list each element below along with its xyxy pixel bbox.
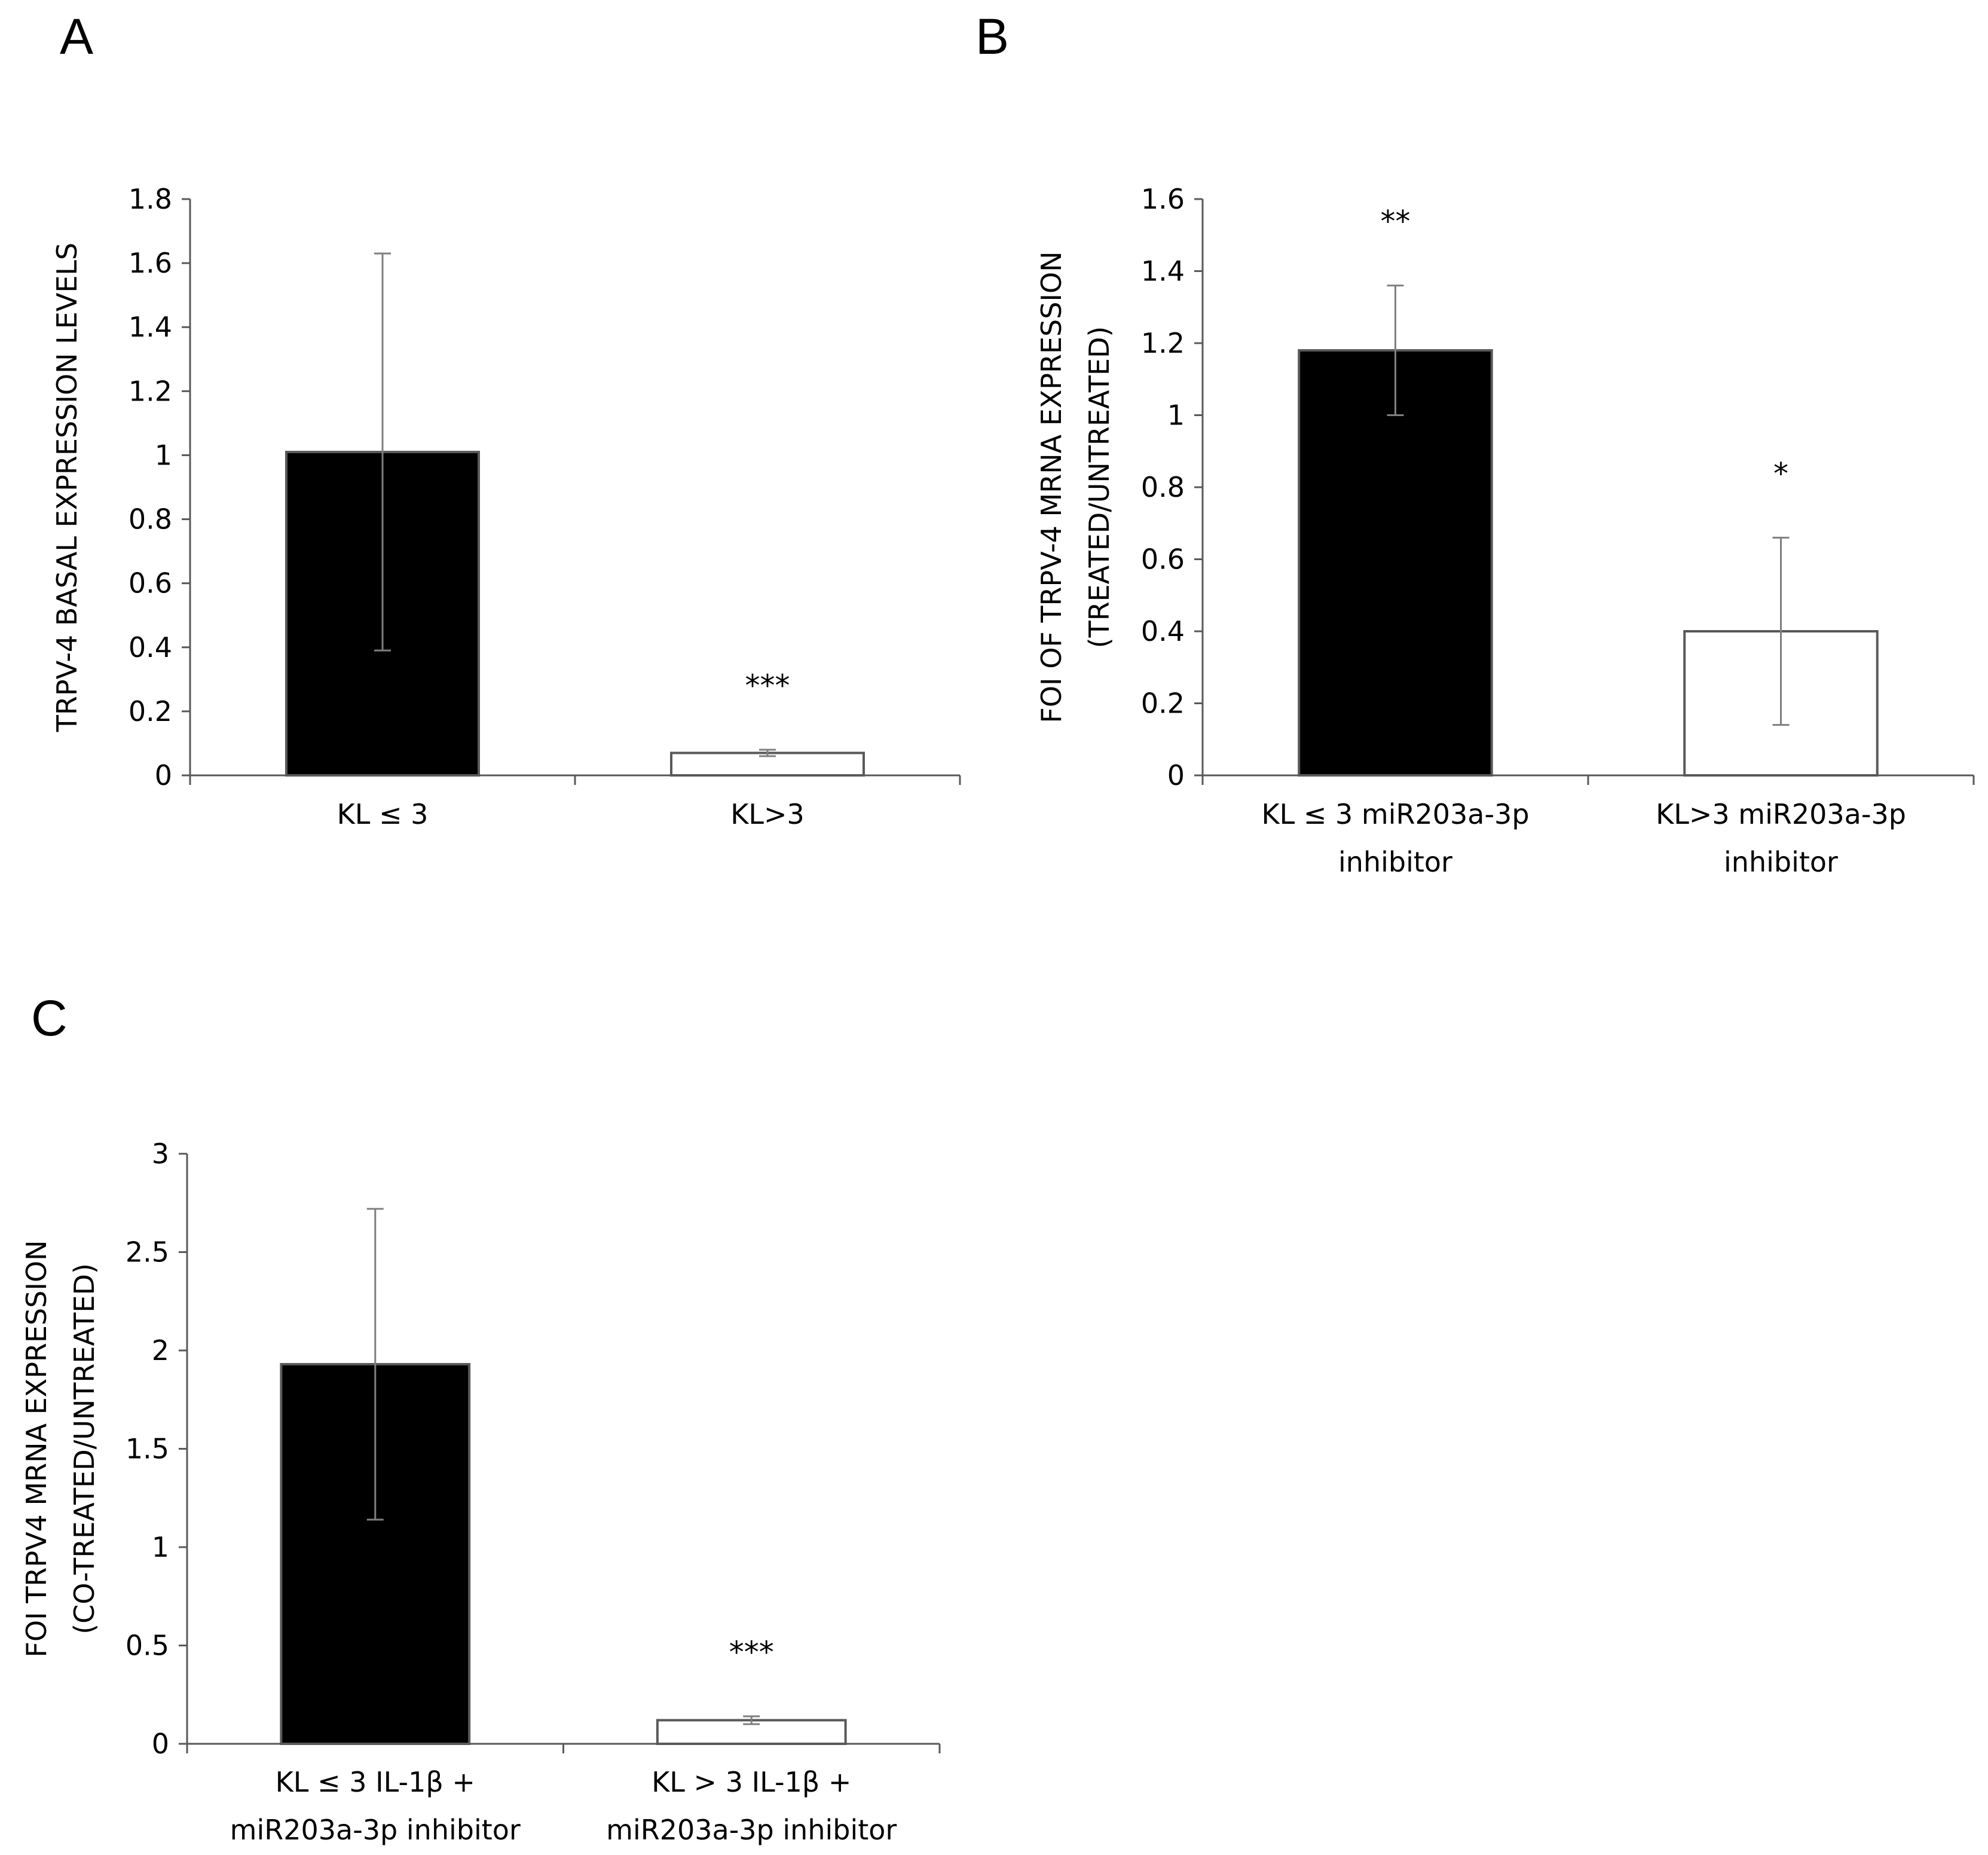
y-tick-label: 0.6 — [129, 567, 172, 600]
x-category-label: KL>3 miR203a-3p — [1656, 798, 1906, 830]
y-axis-title: (TREATED/UNTREATED) — [1083, 326, 1115, 649]
y-tick-label: 2.5 — [126, 1236, 169, 1269]
x-category-label: KL ≤ 3 IL-1β + — [276, 1766, 475, 1798]
x-category-label: KL>3 — [730, 798, 805, 830]
panel-letter: C — [31, 990, 68, 1046]
y-tick-label: 0 — [155, 759, 172, 791]
significance-label: * — [1773, 456, 1788, 491]
significance-label: *** — [745, 668, 790, 703]
panel-c-chart: C 0 0.5 1 1.5 2 2.5 3 KL ≤ 3 IL-1β + miR203a-3p i… — [20, 990, 941, 1846]
x-category-label: inhibitor — [1724, 846, 1838, 878]
x-category-label: KL ≤ 3 — [337, 798, 429, 830]
y-axis-title: TRPV-4 BASAL EXPRESSION LEVELS — [51, 243, 83, 732]
y-tick-label: 1 — [152, 1531, 169, 1563]
x-category-label: KL > 3 IL-1β + — [652, 1766, 851, 1798]
y-tick-label: 0.2 — [1141, 687, 1185, 720]
bar — [1298, 349, 1493, 777]
y-tick-label: 1.8 — [129, 183, 172, 215]
y-tick-label: 1.4 — [1141, 255, 1185, 288]
y-tick-label: 0.8 — [129, 503, 172, 536]
y-tick-label: 0 — [1167, 759, 1185, 791]
significance-label: *** — [729, 1635, 774, 1670]
significance-label: ** — [1381, 204, 1411, 239]
y-tick-label: 1.6 — [1141, 183, 1185, 215]
y-tick-label: 1 — [155, 439, 172, 471]
y-axis-title: (CO-TREATED/UNTREATED) — [68, 1263, 100, 1634]
y-tick-label: 0.2 — [129, 695, 172, 728]
y-tick-label: 1.4 — [129, 311, 172, 343]
y-tick-label: 0 — [152, 1728, 169, 1760]
panel-letter: A — [60, 8, 93, 65]
y-tick-label: 0.5 — [126, 1630, 169, 1662]
panel-letter: B — [975, 8, 1009, 65]
x-category-label: KL ≤ 3 miR203a-3p — [1261, 798, 1529, 830]
y-axis-title: FOI OF TRPV-4 MRNA EXPRESSION — [1035, 251, 1068, 723]
panel-b-chart: B 0 0.2 0.4 0.6 0.8 1 1.2 1.4 1.6 ** KL ≤ 3 miR203a… — [975, 8, 1975, 878]
y-tick-label: 0.4 — [129, 631, 172, 664]
y-tick-label: 1.6 — [129, 247, 172, 279]
y-tick-label: 1.2 — [129, 375, 172, 407]
y-tick-label: 2 — [152, 1334, 169, 1367]
panel-a-chart: A 0 0.2 0.4 0.6 0.8 1 1.2 1.4 1.6 1.8 KL ≤ 3 *** KL>3… — [51, 8, 961, 830]
x-category-label: miR203a-3p inhibitor — [230, 1814, 521, 1846]
y-tick-label: 1.5 — [126, 1433, 169, 1465]
y-tick-label: 1 — [1167, 399, 1185, 432]
y-tick-label: 0.4 — [1141, 615, 1185, 647]
y-tick-label: 3 — [152, 1138, 169, 1170]
y-tick-label: 0.8 — [1141, 471, 1185, 503]
y-axis-title: FOI TRPV4 MRNA EXPRESSION — [20, 1240, 53, 1657]
y-tick-label: 0.6 — [1141, 543, 1185, 576]
x-category-label: inhibitor — [1338, 846, 1452, 878]
y-tick-label: 1.2 — [1141, 327, 1185, 359]
x-category-label: miR203a-3p inhibitor — [606, 1814, 897, 1846]
